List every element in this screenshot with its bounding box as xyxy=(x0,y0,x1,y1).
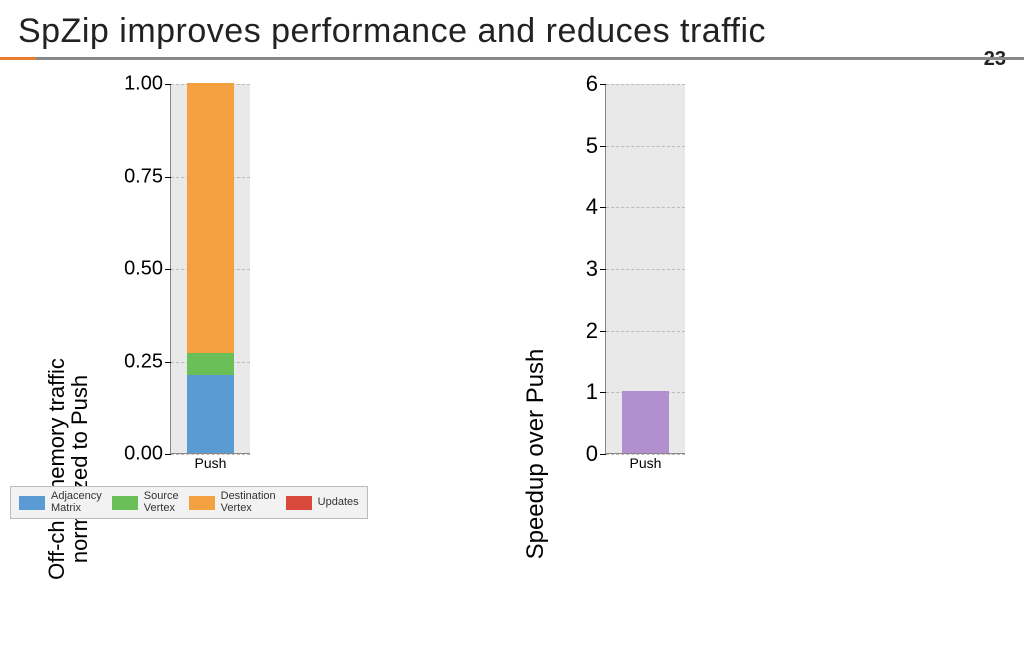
traffic-xtick-push: Push xyxy=(195,453,227,471)
traffic-yaxis-label: Off-chip memory traffic normalized to Pu… xyxy=(45,284,91,654)
speedup-chart: Speedup over Push 0123456 Push xyxy=(500,74,920,494)
speedup-bar-push xyxy=(622,391,669,453)
traffic-bar-push xyxy=(187,83,234,453)
speedup-ytick-label: 3 xyxy=(586,256,606,282)
speedup-gridline xyxy=(606,331,685,332)
legend-swatch xyxy=(19,496,45,510)
traffic-bar-seg-adjacency-matrix xyxy=(187,375,234,453)
legend-item: Destination Vertex xyxy=(189,491,276,514)
legend-label: Source Vertex xyxy=(144,491,179,514)
speedup-gridline xyxy=(606,146,685,147)
speedup-gridline xyxy=(606,269,685,270)
traffic-plot: 0.000.250.500.751.00 Push xyxy=(170,84,250,454)
speedup-yaxis-label: Speedup over Push xyxy=(522,349,550,560)
speedup-xtick-push: Push xyxy=(630,453,662,471)
speedup-gridline xyxy=(606,207,685,208)
speedup-plot: 0123456 Push xyxy=(605,84,685,454)
speedup-ytick-label: 5 xyxy=(586,133,606,159)
legend-label: Updates xyxy=(318,497,359,509)
speedup-ytick-label: 2 xyxy=(586,318,606,344)
legend-swatch xyxy=(112,496,138,510)
charts-row: Off-chip memory traffic normalized to Pu… xyxy=(0,60,1024,494)
traffic-ytick-label: 0.25 xyxy=(124,350,171,373)
legend-item: Adjacency Matrix xyxy=(19,491,102,514)
legend-swatch xyxy=(286,496,312,510)
traffic-ytick-label: 0.00 xyxy=(124,443,171,466)
traffic-yaxis-label-text: Off-chip memory traffic normalized to Pu… xyxy=(44,358,92,580)
speedup-ytick-label: 0 xyxy=(586,441,606,467)
legend-swatch xyxy=(189,496,215,510)
speedup-ytick-label: 6 xyxy=(586,71,606,97)
traffic-legend: Adjacency Matrix Source Vertex Destination… xyxy=(10,486,368,519)
traffic-chart: Off-chip memory traffic normalized to Pu… xyxy=(40,74,460,494)
legend-item: Source Vertex xyxy=(112,491,179,514)
speedup-bar-seg xyxy=(622,391,669,453)
speedup-gridline xyxy=(606,84,685,85)
title-rule xyxy=(0,57,1024,60)
legend-item: Updates xyxy=(286,496,359,510)
traffic-bar-seg-destination-vertex xyxy=(187,83,234,353)
traffic-ytick-label: 0.50 xyxy=(124,258,171,281)
legend-label: Destination Vertex xyxy=(221,491,276,514)
traffic-ytick-label: 1.00 xyxy=(124,73,171,96)
speedup-ytick-label: 1 xyxy=(586,379,606,405)
speedup-ytick-label: 4 xyxy=(586,194,606,220)
legend-label: Adjacency Matrix xyxy=(51,491,102,514)
traffic-ytick-label: 0.75 xyxy=(124,165,171,188)
speedup-yaxis-label-text: Speedup over Push xyxy=(522,349,549,560)
traffic-bar-seg-source-vertex xyxy=(187,353,234,375)
slide-title: SpZip improves performance and reduces t… xyxy=(0,0,1024,57)
